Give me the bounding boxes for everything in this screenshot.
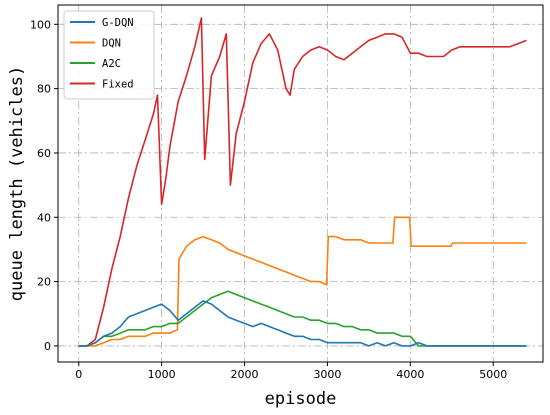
y-tick-label: 100 — [30, 18, 51, 31]
legend-box — [63, 10, 155, 100]
x-tick-label: 1000 — [148, 368, 176, 381]
x-tick-label: 2000 — [231, 368, 259, 381]
legend-label: G-DQN — [102, 17, 134, 29]
y-tick-label: 0 — [44, 340, 51, 353]
y-tick-label: 40 — [37, 211, 51, 224]
grid — [58, 5, 543, 362]
legend-label: DQN — [102, 38, 121, 50]
plot-frame — [57, 4, 544, 363]
x-tick-label: 4000 — [396, 368, 424, 381]
series-line-dqn — [78, 216, 527, 347]
x-axis-title: episode — [265, 389, 337, 409]
series-lines — [78, 17, 527, 347]
series-line-g-dqn — [78, 300, 527, 347]
y-tick-label: 20 — [37, 276, 51, 289]
series-line-fixed — [78, 17, 527, 347]
x-tick-label: 5000 — [479, 368, 507, 381]
legend-label: A2C — [102, 58, 121, 70]
legend: G-DQN DQN A2C Fixed — [63, 10, 155, 100]
x-tick-label: 0 — [75, 368, 82, 381]
axis-ticks: 0 1000 2000 3000 4000 5000 0 20 40 60 80 100 — [30, 18, 507, 381]
x-tick-label: 3000 — [313, 368, 341, 381]
y-axis-title: queue length (vehicles) — [7, 66, 27, 301]
y-tick-label: 60 — [37, 147, 51, 160]
legend-label: Fixed — [102, 79, 134, 91]
y-tick-label: 80 — [37, 83, 51, 96]
